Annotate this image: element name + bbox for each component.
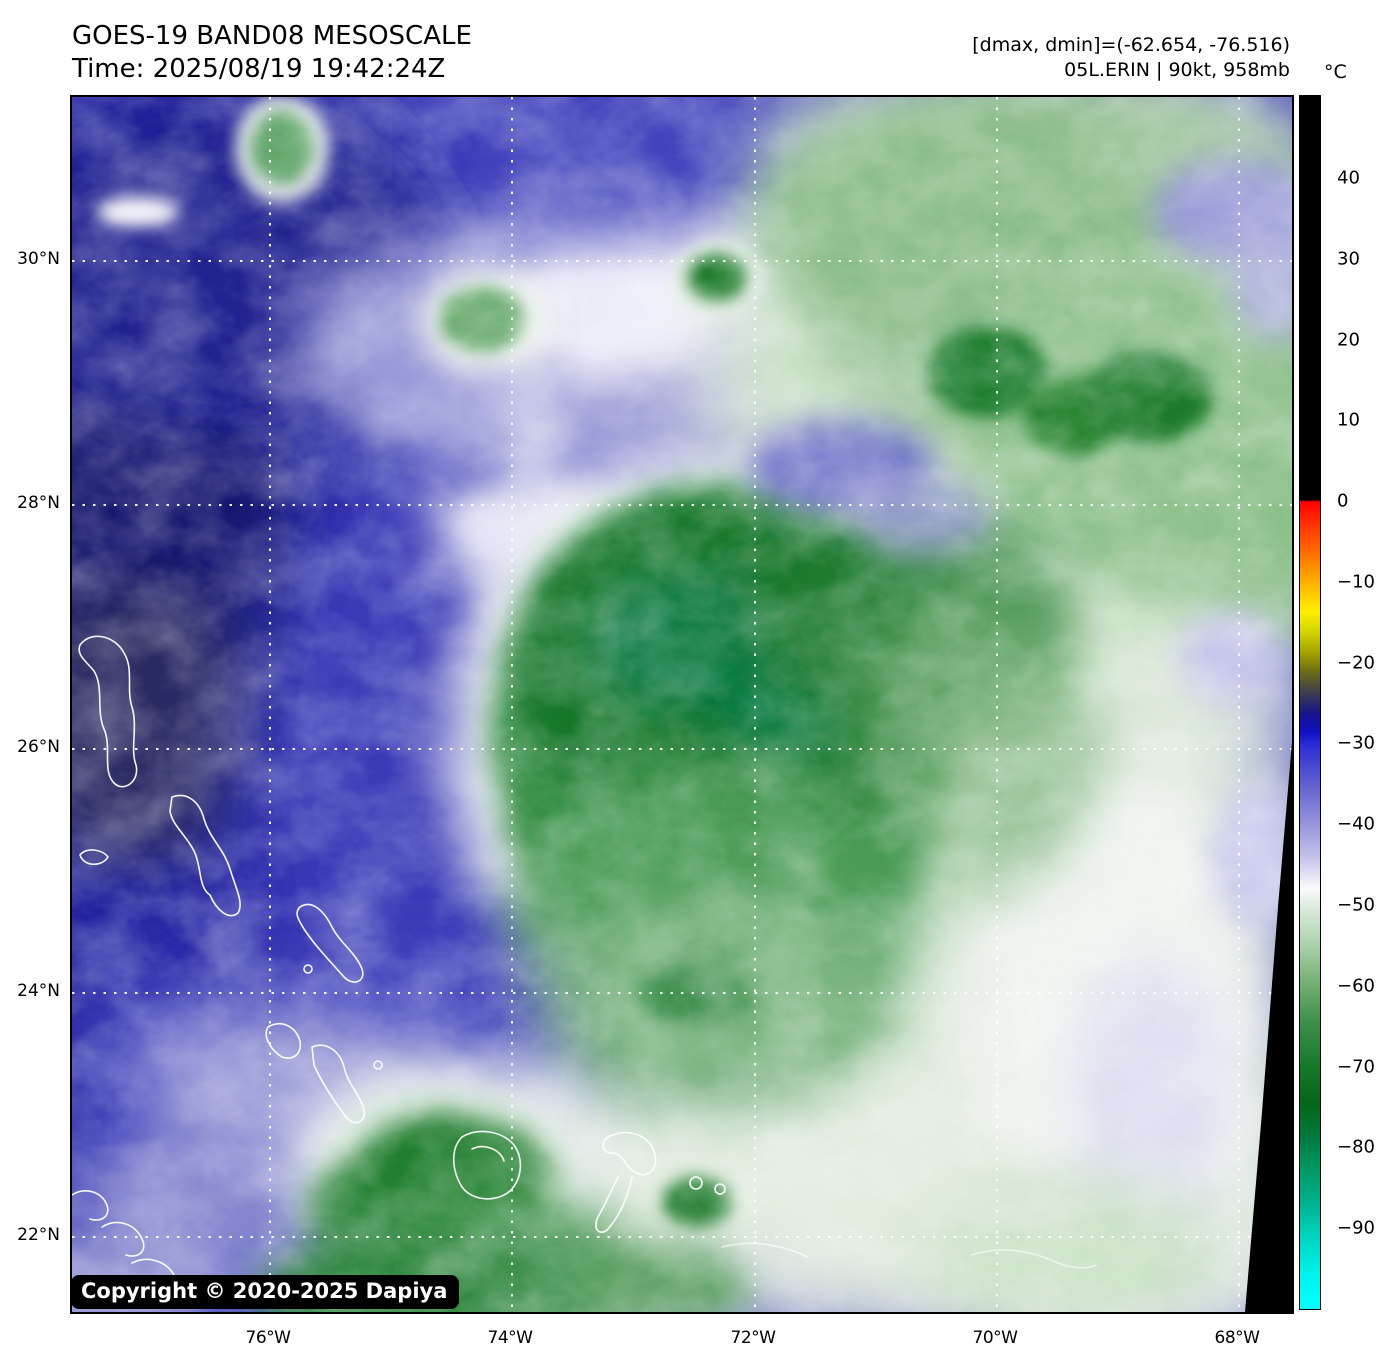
lat-label-24n: 24°N [17,981,60,1001]
copyright-badge: Copyright © 2020-2025 Dapiya [71,1275,460,1309]
lon-label-74w: 74°W [487,1328,533,1348]
colorbar-tick-30: 30 [1337,248,1360,270]
storm-metadata: [dmax, dmin]=(-62.654, -76.516) 05L.ERIN… [972,33,1290,83]
lat-label-30n: 30°N [17,249,60,269]
scan-edge-wedge [1245,742,1292,1312]
page-title: GOES-19 BAND08 MESOSCALE [72,21,472,51]
colorbar-tick-m70: −70 [1337,1056,1375,1078]
colorbar-tick-0: 0 [1337,490,1349,512]
lat-label-22n: 22°N [17,1225,60,1245]
colorbar-tick-20: 20 [1337,329,1360,351]
storm-intensity-label: 05L.ERIN | 90kt, 958mb [1064,59,1290,81]
colorbar-tick-10: 10 [1337,409,1360,431]
timestamp-label: Time: 2025/08/19 19:42:24Z [72,54,446,84]
temperature-colorbar [1299,95,1321,1310]
colorbar-tick-m60: −60 [1337,975,1375,997]
lat-label-26n: 26°N [17,737,60,757]
colorbar-tick-40: 40 [1337,167,1360,189]
dmax-dmin-label: [dmax, dmin]=(-62.654, -76.516) [972,34,1290,56]
colorbar-tick-m20: −20 [1337,652,1375,674]
colorbar-tick-m50: −50 [1337,894,1375,916]
colorbar-tick-m10: −10 [1337,571,1375,593]
satellite-image [72,97,1292,1312]
colorbar-tick-m40: −40 [1337,813,1375,835]
colorbar-unit-label: °C [1324,61,1347,83]
lon-label-70w: 70°W [972,1328,1018,1348]
lon-label-76w: 76°W [245,1328,291,1348]
lat-label-28n: 28°N [17,493,60,513]
lon-label-72w: 72°W [730,1328,776,1348]
colorbar-tick-m90: −90 [1337,1217,1375,1239]
colorbar-tick-m30: −30 [1337,732,1375,754]
gridlines [72,97,1292,1312]
lon-label-68w: 68°W [1214,1328,1260,1348]
satellite-map [70,95,1294,1314]
colorbar-tick-m80: −80 [1337,1136,1375,1158]
